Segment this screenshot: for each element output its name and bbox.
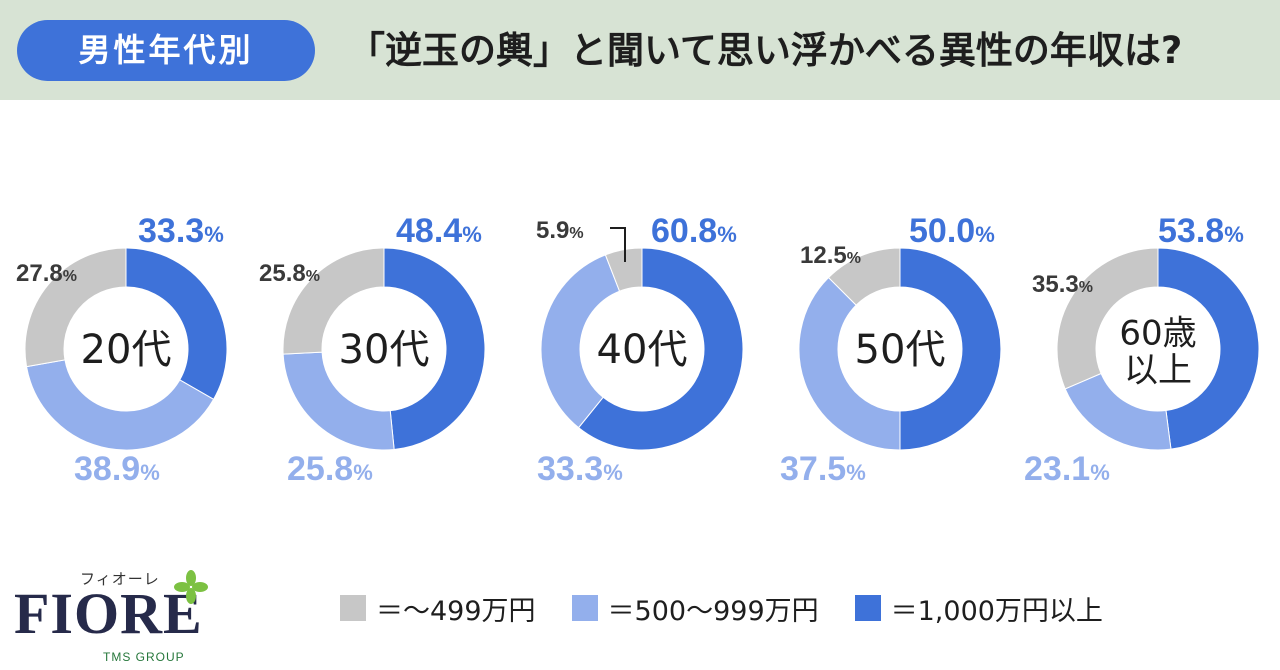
- value-unit: %: [306, 268, 320, 285]
- logo-group-text: TMS GROUP: [103, 650, 185, 664]
- center-label-line: 40代: [597, 327, 688, 373]
- donut-slice-low: [282, 247, 385, 355]
- legend-item-low: ＝～499万円: [340, 589, 536, 628]
- value-label-high: 48.4%: [396, 212, 482, 250]
- value-unit: %: [140, 460, 160, 485]
- value-label-low: 35.3%: [1032, 271, 1093, 298]
- value-unit: %: [717, 222, 737, 247]
- logo-kana: フィオーレ: [80, 570, 160, 588]
- value-label-low: 5.9%: [536, 217, 584, 244]
- value-label-mid: 33.3%: [537, 450, 623, 488]
- center-label: 60歳以上: [1119, 313, 1196, 390]
- value-number: 33.3: [138, 212, 204, 250]
- donut-slice-low: [604, 247, 643, 292]
- value-unit: %: [847, 250, 861, 267]
- center-label: 20代: [81, 327, 172, 373]
- value-number: 5.9: [536, 217, 569, 244]
- center-label-line: 30代: [339, 327, 430, 373]
- legend-item-mid: ＝500～999万円: [571, 589, 819, 628]
- value-unit: %: [603, 460, 623, 485]
- value-label-high: 50.0%: [909, 212, 995, 250]
- value-label-mid: 37.5%: [780, 450, 866, 488]
- value-unit: %: [204, 222, 224, 247]
- value-label-high: 33.3%: [138, 212, 224, 250]
- value-number: 25.8: [259, 260, 306, 287]
- legend-label: ＝～499万円: [376, 595, 536, 627]
- value-unit: %: [569, 225, 583, 242]
- donut-slice-high: [125, 247, 228, 400]
- value-number: 38.9: [74, 450, 140, 488]
- value-label-high: 60.8%: [651, 212, 737, 250]
- value-unit: %: [462, 222, 482, 247]
- value-number: 48.4: [396, 212, 462, 250]
- center-label-line: 50代: [855, 327, 946, 373]
- segment-badge: 男性年代別: [17, 20, 315, 81]
- donut-slice-high: [899, 247, 1002, 451]
- center-label: 50代: [855, 327, 946, 373]
- value-number: 12.5: [800, 242, 847, 269]
- value-label-low: 25.8%: [259, 260, 320, 287]
- center-label: 30代: [339, 327, 430, 373]
- donut-slice-mid: [540, 254, 621, 429]
- legend-label: ＝1,000万円以上: [890, 595, 1103, 627]
- donut-slice-high: [383, 247, 486, 451]
- donut-charts: 20代33.3%27.8%38.9%30代48.4%25.8%25.8%40代6…: [16, 212, 1260, 488]
- value-number: 27.8: [16, 260, 63, 287]
- donut-slice-mid: [25, 359, 215, 451]
- value-number: 35.3: [1032, 271, 1079, 298]
- value-unit: %: [63, 268, 77, 285]
- value-label-low: 27.8%: [16, 260, 77, 287]
- header-bar: 男性年代別 「逆玉の輿」と聞いて思い浮かべる異性の年収は?: [0, 0, 1280, 100]
- chart-title: 「逆玉の輿」と聞いて思い浮かべる異性の年収は?: [348, 29, 1183, 72]
- donut-slice-low: [827, 247, 901, 306]
- donut-slice-high: [577, 247, 744, 451]
- legend-label: ＝500～999万円: [607, 595, 819, 627]
- donut-slice-low: [1056, 247, 1159, 390]
- center-label-line: 以上: [1124, 351, 1192, 391]
- value-label-mid: 25.8%: [287, 450, 373, 488]
- value-label-mid: 23.1%: [1024, 450, 1110, 488]
- value-number: 25.8: [287, 450, 353, 488]
- value-unit: %: [1090, 460, 1110, 485]
- value-label-mid: 38.9%: [74, 450, 160, 488]
- value-unit: %: [353, 460, 373, 485]
- donut-slice-high: [1157, 247, 1260, 450]
- leader-line: [610, 227, 626, 262]
- legend-item-high: ＝1,000万円以上: [854, 589, 1103, 628]
- value-number: 23.1: [1024, 450, 1090, 488]
- value-number: 53.8: [1158, 212, 1224, 250]
- logo-wordmark: FIORE: [14, 581, 203, 646]
- legend-swatch-low: [340, 595, 366, 621]
- value-number: 37.5: [780, 450, 846, 488]
- donut-slice-low: [24, 247, 127, 368]
- legend: ＝～499万円 ＝500～999万円 ＝1,000万円以上: [340, 589, 1139, 628]
- value-unit: %: [1224, 222, 1244, 247]
- value-label-low: 12.5%: [800, 242, 861, 269]
- center-label-line: 60歳: [1119, 313, 1196, 353]
- center-label: 40代: [597, 327, 688, 373]
- clover-icon: [174, 570, 208, 604]
- value-unit: %: [846, 460, 866, 485]
- value-number: 60.8: [651, 212, 717, 250]
- center-label-line: 20代: [81, 327, 172, 373]
- value-label-high: 53.8%: [1158, 212, 1244, 250]
- value-unit: %: [975, 222, 995, 247]
- legend-swatch-mid: [571, 595, 598, 621]
- fiore-logo: フィオーレ FIORE TMS GROUP: [8, 568, 208, 668]
- legend-swatch-high: [854, 595, 881, 621]
- value-unit: %: [1079, 279, 1093, 296]
- value-number: 50.0: [909, 212, 975, 250]
- value-number: 33.3: [537, 450, 603, 488]
- donut-slice-mid: [798, 276, 901, 451]
